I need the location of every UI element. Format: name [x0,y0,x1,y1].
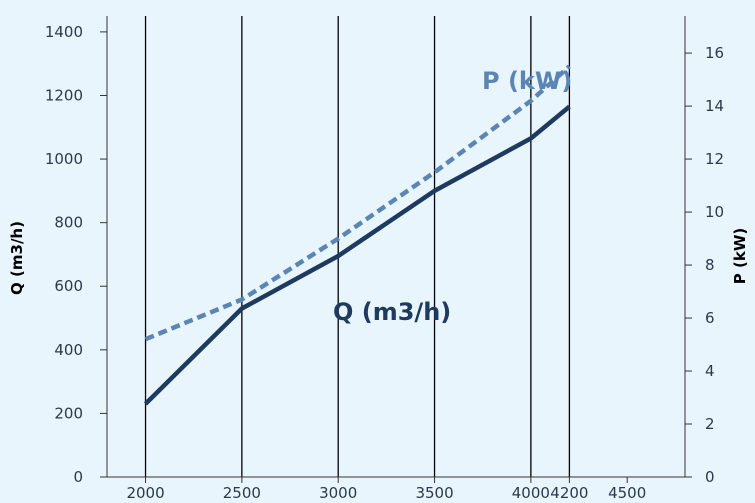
x-tick-label: 4000 [512,484,550,502]
x-tick-label: 4500 [608,484,646,502]
axes [106,16,686,478]
x-tick-label: 2500 [223,484,261,502]
left-y-tick-label: 1400 [45,23,83,41]
x-tick-label: 3000 [319,484,357,502]
left-y-axis-title: Q (m3/h) [8,221,26,295]
vertical-lines [144,16,571,477]
right-y-axis-ticks: 0 2 4 6 8 10 12 14 16 [685,44,724,486]
left-y-tick-label: 400 [54,341,83,359]
left-y-axis-ticks: 0 200 400 600 800 1000 1200 1400 [45,23,107,486]
right-y-tick-label: 2 [705,415,715,433]
right-y-tick-label: 16 [705,44,724,62]
x-axis-ticks: 2000 2500 3000 3500 4000 4200 4500 [126,477,646,502]
left-y-tick-label: 1000 [45,150,83,168]
left-y-tick-label: 200 [54,404,83,422]
left-y-tick-label: 0 [73,468,83,486]
right-y-tick-label: 14 [705,97,724,115]
right-y-tick-label: 4 [705,362,715,380]
right-y-tick-label: 10 [705,203,724,221]
series-lines [143,64,571,406]
series-label-p: P (kW) [482,67,572,95]
left-y-tick-label: 600 [54,277,83,295]
series-label-q: Q (m3/h) [333,298,451,326]
x-tick-label: 2000 [126,484,164,502]
right-y-tick-label: 12 [705,150,724,168]
left-y-tick-label: 1200 [45,86,83,104]
right-y-tick-label: 8 [705,256,715,274]
right-y-tick-label: 0 [705,468,715,486]
series-line-q [143,104,571,406]
left-y-tick-label: 800 [54,214,83,232]
right-y-tick-label: 6 [705,309,715,327]
series-line-p [144,64,571,342]
x-tick-label: 3500 [415,484,453,502]
right-y-axis-title: P (kW) [731,228,749,284]
x-tick-label: 4200 [550,484,588,502]
